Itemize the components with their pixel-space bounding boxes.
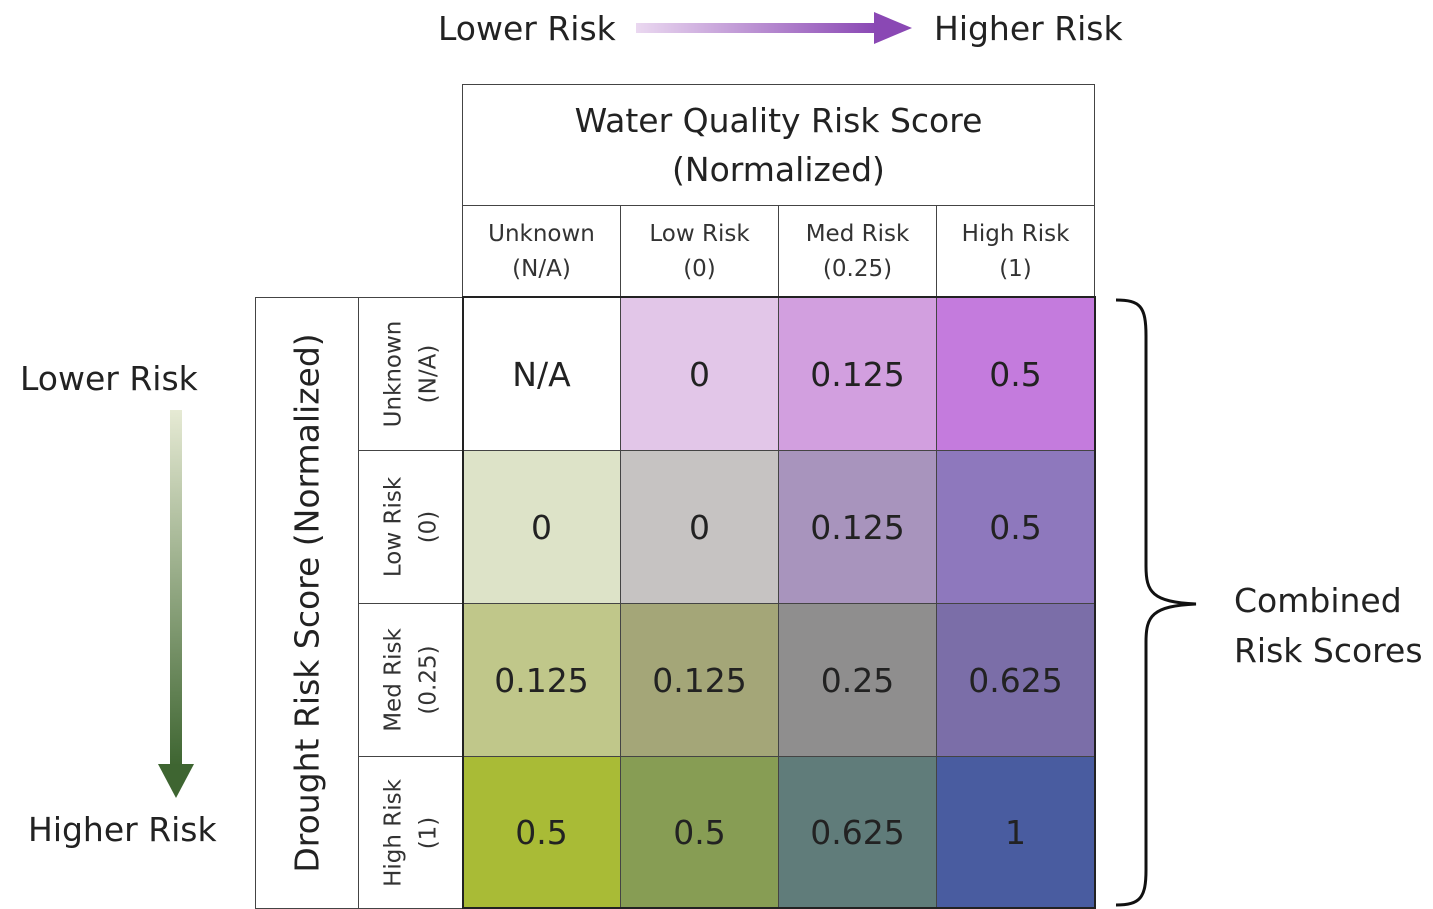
combined-risk-scores-line1: Combined (1234, 581, 1402, 620)
row-axis-title: Drought Risk Score (Normalized) (255, 297, 359, 909)
matrix-cell: 0 (620, 450, 779, 604)
row-header-med-risk: Med Risk (0.25) (358, 603, 463, 757)
top-legend-higher-risk-label: Higher Risk (934, 9, 1123, 48)
matrix-cell: 0 (620, 297, 779, 451)
matrix-cell: 0.125 (778, 297, 937, 451)
top-legend-gradient-arrow-icon (636, 12, 912, 44)
row-header-unknown: Unknown (N/A) (358, 297, 463, 451)
matrix-cell: 0.625 (936, 603, 1095, 757)
combined-risk-scores-line2: Risk Scores (1234, 631, 1423, 670)
column-axis-title: Water Quality Risk Score (Normalized) (462, 84, 1095, 206)
matrix-cell: 0.25 (778, 603, 937, 757)
matrix-cell: 0.625 (778, 756, 937, 909)
column-header-unknown-line2: (N/A) (512, 255, 571, 282)
matrix-cell: 0.5 (936, 297, 1095, 451)
column-header-high-risk-line1: High Risk (961, 221, 1070, 247)
row-header-med-risk-line1: Med Risk (380, 628, 406, 732)
column-header-low-risk-line2: (0) (683, 255, 716, 282)
matrix-cell: 0.125 (778, 450, 937, 604)
column-header-high-risk-line2: (1) (999, 255, 1032, 282)
matrix-cell: 0.5 (462, 756, 621, 909)
column-header-low-risk-line1: Low Risk (649, 221, 750, 247)
column-header-unknown: Unknown (N/A) (462, 205, 621, 298)
right-brace-icon (1115, 298, 1197, 907)
matrix-cell: 0.125 (462, 603, 621, 757)
matrix-cell: 0.125 (620, 603, 779, 757)
matrix-cell: 0.5 (620, 756, 779, 909)
left-legend-higher-risk-label: Higher Risk (28, 810, 217, 849)
column-header-high-risk: High Risk (1) (936, 205, 1095, 298)
column-header-med-risk: Med Risk (0.25) (778, 205, 937, 298)
column-header-unknown-line1: Unknown (488, 221, 595, 247)
column-header-med-risk-line2: (0.25) (822, 255, 893, 282)
row-header-unknown-line2: (N/A) (414, 344, 441, 404)
top-legend-lower-risk-label: Lower Risk (438, 9, 616, 48)
matrix-cell: 1 (936, 756, 1095, 909)
row-header-high-risk-line1: High Risk (380, 778, 406, 887)
left-legend-gradient-arrow-icon (158, 410, 194, 798)
row-header-high-risk: High Risk (1) (358, 756, 463, 909)
combined-risk-scores-label: Combined Risk Scores (1234, 576, 1423, 676)
matrix-cell: 0.5 (936, 450, 1095, 604)
row-header-low-risk-line2: (0) (414, 510, 441, 544)
column-axis-title-line2: (Normalized) (672, 150, 885, 189)
matrix-cell: 0 (462, 450, 621, 604)
row-axis-title-text: Drought Risk Score (Normalized) (287, 333, 327, 873)
matrix-cell: N/A (462, 297, 621, 451)
left-legend-lower-risk-label: Lower Risk (20, 359, 198, 398)
column-header-med-risk-line1: Med Risk (805, 221, 910, 247)
row-header-low-risk-line1: Low Risk (380, 476, 406, 578)
column-header-low-risk: Low Risk (0) (620, 205, 779, 298)
row-header-unknown-line1: Unknown (380, 320, 406, 428)
row-header-low-risk: Low Risk (0) (358, 450, 463, 604)
row-header-med-risk-line2: (0.25) (414, 645, 441, 715)
column-axis-title-line1: Water Quality Risk Score (574, 100, 983, 140)
row-header-high-risk-line2: (1) (414, 816, 441, 849)
